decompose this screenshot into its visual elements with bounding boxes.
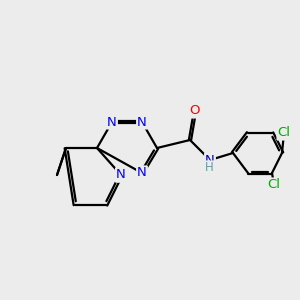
Text: Cl: Cl: [268, 178, 281, 191]
Text: N: N: [137, 167, 147, 179]
Text: H: H: [205, 161, 214, 174]
Text: N: N: [107, 116, 117, 128]
Text: N: N: [116, 169, 126, 182]
Text: N: N: [205, 154, 215, 166]
Text: N: N: [137, 116, 147, 128]
Text: N: N: [116, 169, 126, 182]
Text: O: O: [190, 104, 200, 118]
Text: Cl: Cl: [278, 127, 290, 140]
